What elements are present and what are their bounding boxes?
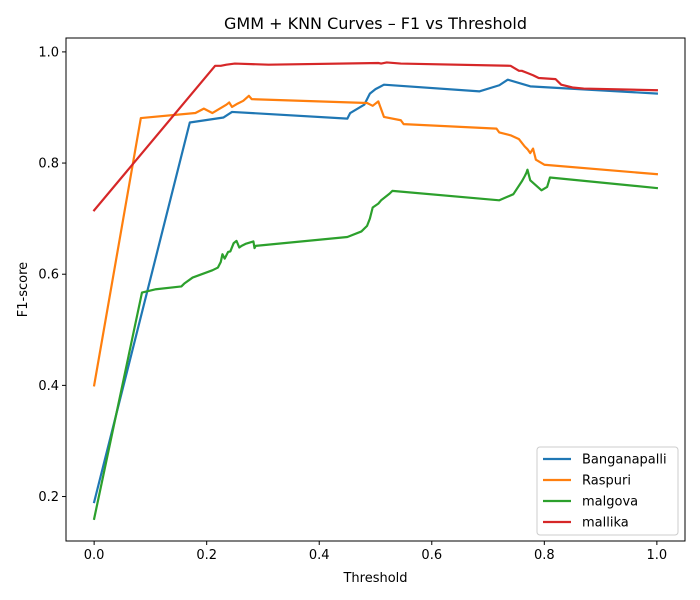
series-line-malgova (92, 168, 659, 521)
y-tick-label: 0.8 (38, 157, 59, 172)
series-line-banganapalli (92, 78, 659, 504)
x-tick-label: 0.2 (196, 548, 217, 563)
y-tick-label: 1.0 (38, 45, 59, 60)
legend: Banganapalli Raspuri malgova mallika (536, 446, 679, 536)
x-tick-label: 0.0 (84, 548, 105, 563)
legend-label-mallika: mallika (582, 516, 629, 531)
x-tick-label: 0.4 (309, 548, 330, 563)
y-tick-label: 0.6 (38, 268, 59, 283)
x-tick-label: 1.0 (647, 548, 668, 563)
series-line-raspuri (92, 94, 659, 387)
x-tick-label: 0.8 (534, 548, 555, 563)
x-axis-ticks: 0.0 0.2 0.4 0.6 0.8 1.0 (84, 541, 667, 563)
legend-label-raspuri: Raspuri (582, 474, 631, 489)
y-axis-ticks: 0.2 0.4 0.6 0.8 1.0 (38, 45, 66, 505)
x-axis-label: Threshold (342, 571, 407, 586)
legend-box (536, 446, 679, 536)
y-tick-label: 0.4 (38, 379, 59, 394)
plot-frame (65, 37, 686, 542)
y-tick-label: 0.2 (38, 490, 59, 505)
series-line-mallika (92, 61, 658, 212)
legend-label-banganapalli: Banganapalli (582, 453, 667, 468)
series-layer (92, 61, 659, 521)
legend-label-malgova: malgova (582, 495, 638, 510)
chart-title: GMM + KNN Curves – F1 vs Threshold (224, 14, 527, 33)
x-tick-label: 0.6 (421, 548, 442, 563)
y-axis-label: F1-score (16, 262, 31, 317)
